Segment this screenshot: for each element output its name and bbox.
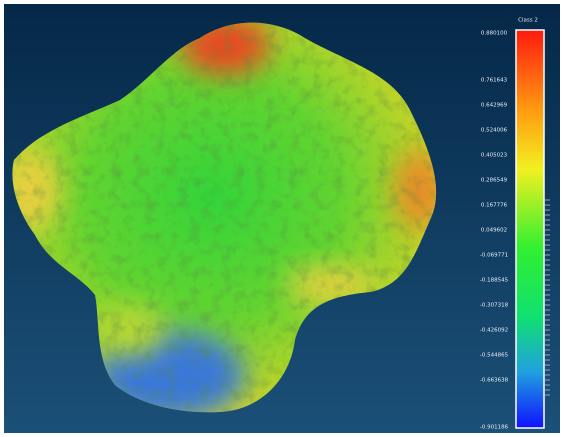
scale-labels: 0.880100 0.761643 0.642969 0.524006 0.405023… [480, 31, 509, 431]
scale-label: 0.049602 [481, 228, 507, 234]
scale-label: -0.663638 [480, 378, 509, 384]
color-scale-bar [515, 29, 545, 429]
scale-label: 0.524006 [481, 128, 508, 134]
scale-title: Class 2 [518, 18, 538, 24]
scale-label: -0.426092 [480, 328, 508, 334]
scale-label: 0.642969 [481, 103, 508, 109]
scale-label: 0.167776 [481, 203, 508, 209]
scale-label: 0.880100 [481, 31, 508, 37]
scale-label: -0.544865 [480, 353, 509, 359]
scale-label: 0.286549 [481, 178, 508, 184]
scale-label: 0.761643 [481, 78, 508, 84]
scale-label: -0.188545 [480, 278, 509, 284]
scale-label: -0.069771 [480, 253, 508, 259]
scale-label: -0.307318 [480, 303, 509, 309]
scale-label: 0.405023 [481, 153, 508, 159]
scale-label: -0.901186 [480, 425, 509, 431]
scale-ticks [545, 199, 550, 396]
